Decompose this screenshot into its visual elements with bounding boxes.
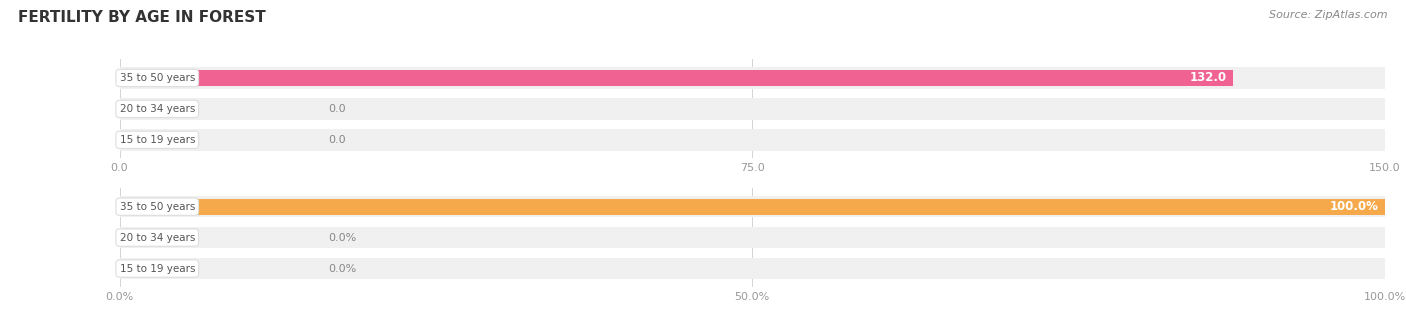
Bar	[120, 258, 1385, 280]
Text: 20 to 34 years: 20 to 34 years	[120, 104, 195, 114]
Bar	[120, 199, 1385, 215]
Text: 0.0: 0.0	[329, 104, 346, 114]
Text: FERTILITY BY AGE IN FOREST: FERTILITY BY AGE IN FOREST	[18, 10, 266, 25]
Text: 15 to 19 years: 15 to 19 years	[120, 264, 195, 274]
Text: Source: ZipAtlas.com: Source: ZipAtlas.com	[1270, 10, 1388, 20]
Text: 0.0%: 0.0%	[329, 264, 357, 274]
Text: 0.0: 0.0	[329, 135, 346, 145]
Text: 132.0: 132.0	[1189, 72, 1227, 84]
Bar	[120, 227, 1385, 248]
Bar	[120, 98, 1385, 120]
Text: 35 to 50 years: 35 to 50 years	[120, 73, 195, 83]
Text: 0.0%: 0.0%	[329, 233, 357, 243]
Bar	[120, 129, 1385, 151]
Text: 35 to 50 years: 35 to 50 years	[120, 202, 195, 212]
Text: 100.0%: 100.0%	[1330, 200, 1379, 213]
Bar	[120, 196, 1385, 217]
Bar	[120, 70, 1233, 86]
Text: 20 to 34 years: 20 to 34 years	[120, 233, 195, 243]
Bar	[120, 67, 1385, 89]
Text: 15 to 19 years: 15 to 19 years	[120, 135, 195, 145]
